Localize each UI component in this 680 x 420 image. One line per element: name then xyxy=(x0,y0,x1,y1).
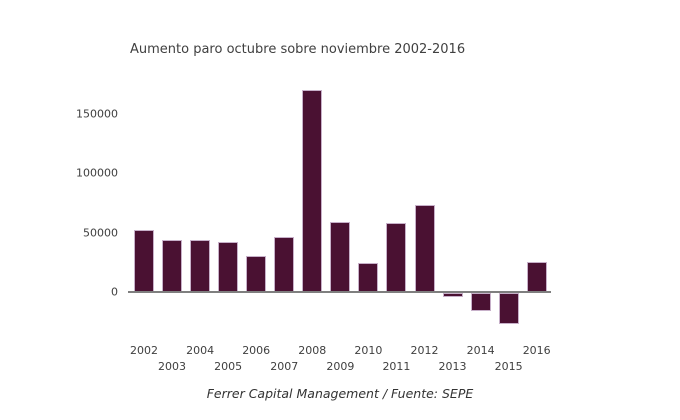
bar-2010 xyxy=(358,263,379,292)
x-axis-label-2012: 2012 xyxy=(410,344,439,357)
x-axis-label-2002: 2002 xyxy=(130,344,158,357)
bar-2014 xyxy=(470,293,491,311)
x-axis-label-2006: 2006 xyxy=(242,344,271,357)
bar-2013 xyxy=(442,293,463,297)
x-axis-label-2005: 2005 xyxy=(214,360,243,373)
x-axis-label-2010: 2010 xyxy=(354,344,383,357)
chart-title: Aumento paro octubre sobre noviembre 200… xyxy=(130,42,466,57)
bar-2004 xyxy=(190,239,211,292)
bar-2002 xyxy=(134,230,154,292)
x-axis-label-2007: 2007 xyxy=(270,360,299,373)
bar-2005 xyxy=(218,242,239,292)
bar-2007 xyxy=(274,237,295,292)
x-axis-label-2008: 2008 xyxy=(298,344,327,357)
bar-2003 xyxy=(162,239,183,292)
x-axis-label-2009: 2009 xyxy=(326,360,355,373)
x-axis-label-2014: 2014 xyxy=(466,344,495,357)
x-axis-label-2011: 2011 xyxy=(382,360,411,373)
y-axis-tick-label: 0 xyxy=(111,285,118,299)
bar-2016 xyxy=(526,262,547,292)
y-axis-tick-label: 50000 xyxy=(83,226,118,239)
x-axis-label-2003: 2003 xyxy=(158,360,187,373)
x-axis-label-2004: 2004 xyxy=(186,344,215,357)
x-axis-zero-line xyxy=(128,291,551,293)
source-caption: Ferrer Capital Management / Fuente: SEPE xyxy=(206,386,474,401)
y-axis-tick-label: 150000 xyxy=(76,107,118,120)
bar-2011 xyxy=(386,222,407,292)
x-axis-label-2013: 2013 xyxy=(438,360,467,373)
bar-2012 xyxy=(414,205,435,292)
bar-2006 xyxy=(246,256,267,292)
bar-2015 xyxy=(498,293,519,324)
bar-2008 xyxy=(302,89,323,292)
x-axis-label-2015: 2015 xyxy=(494,360,523,373)
x-axis-label-2016: 2016 xyxy=(522,344,551,357)
bar-2009 xyxy=(330,221,351,292)
y-axis-tick-label: 100000 xyxy=(76,166,118,180)
